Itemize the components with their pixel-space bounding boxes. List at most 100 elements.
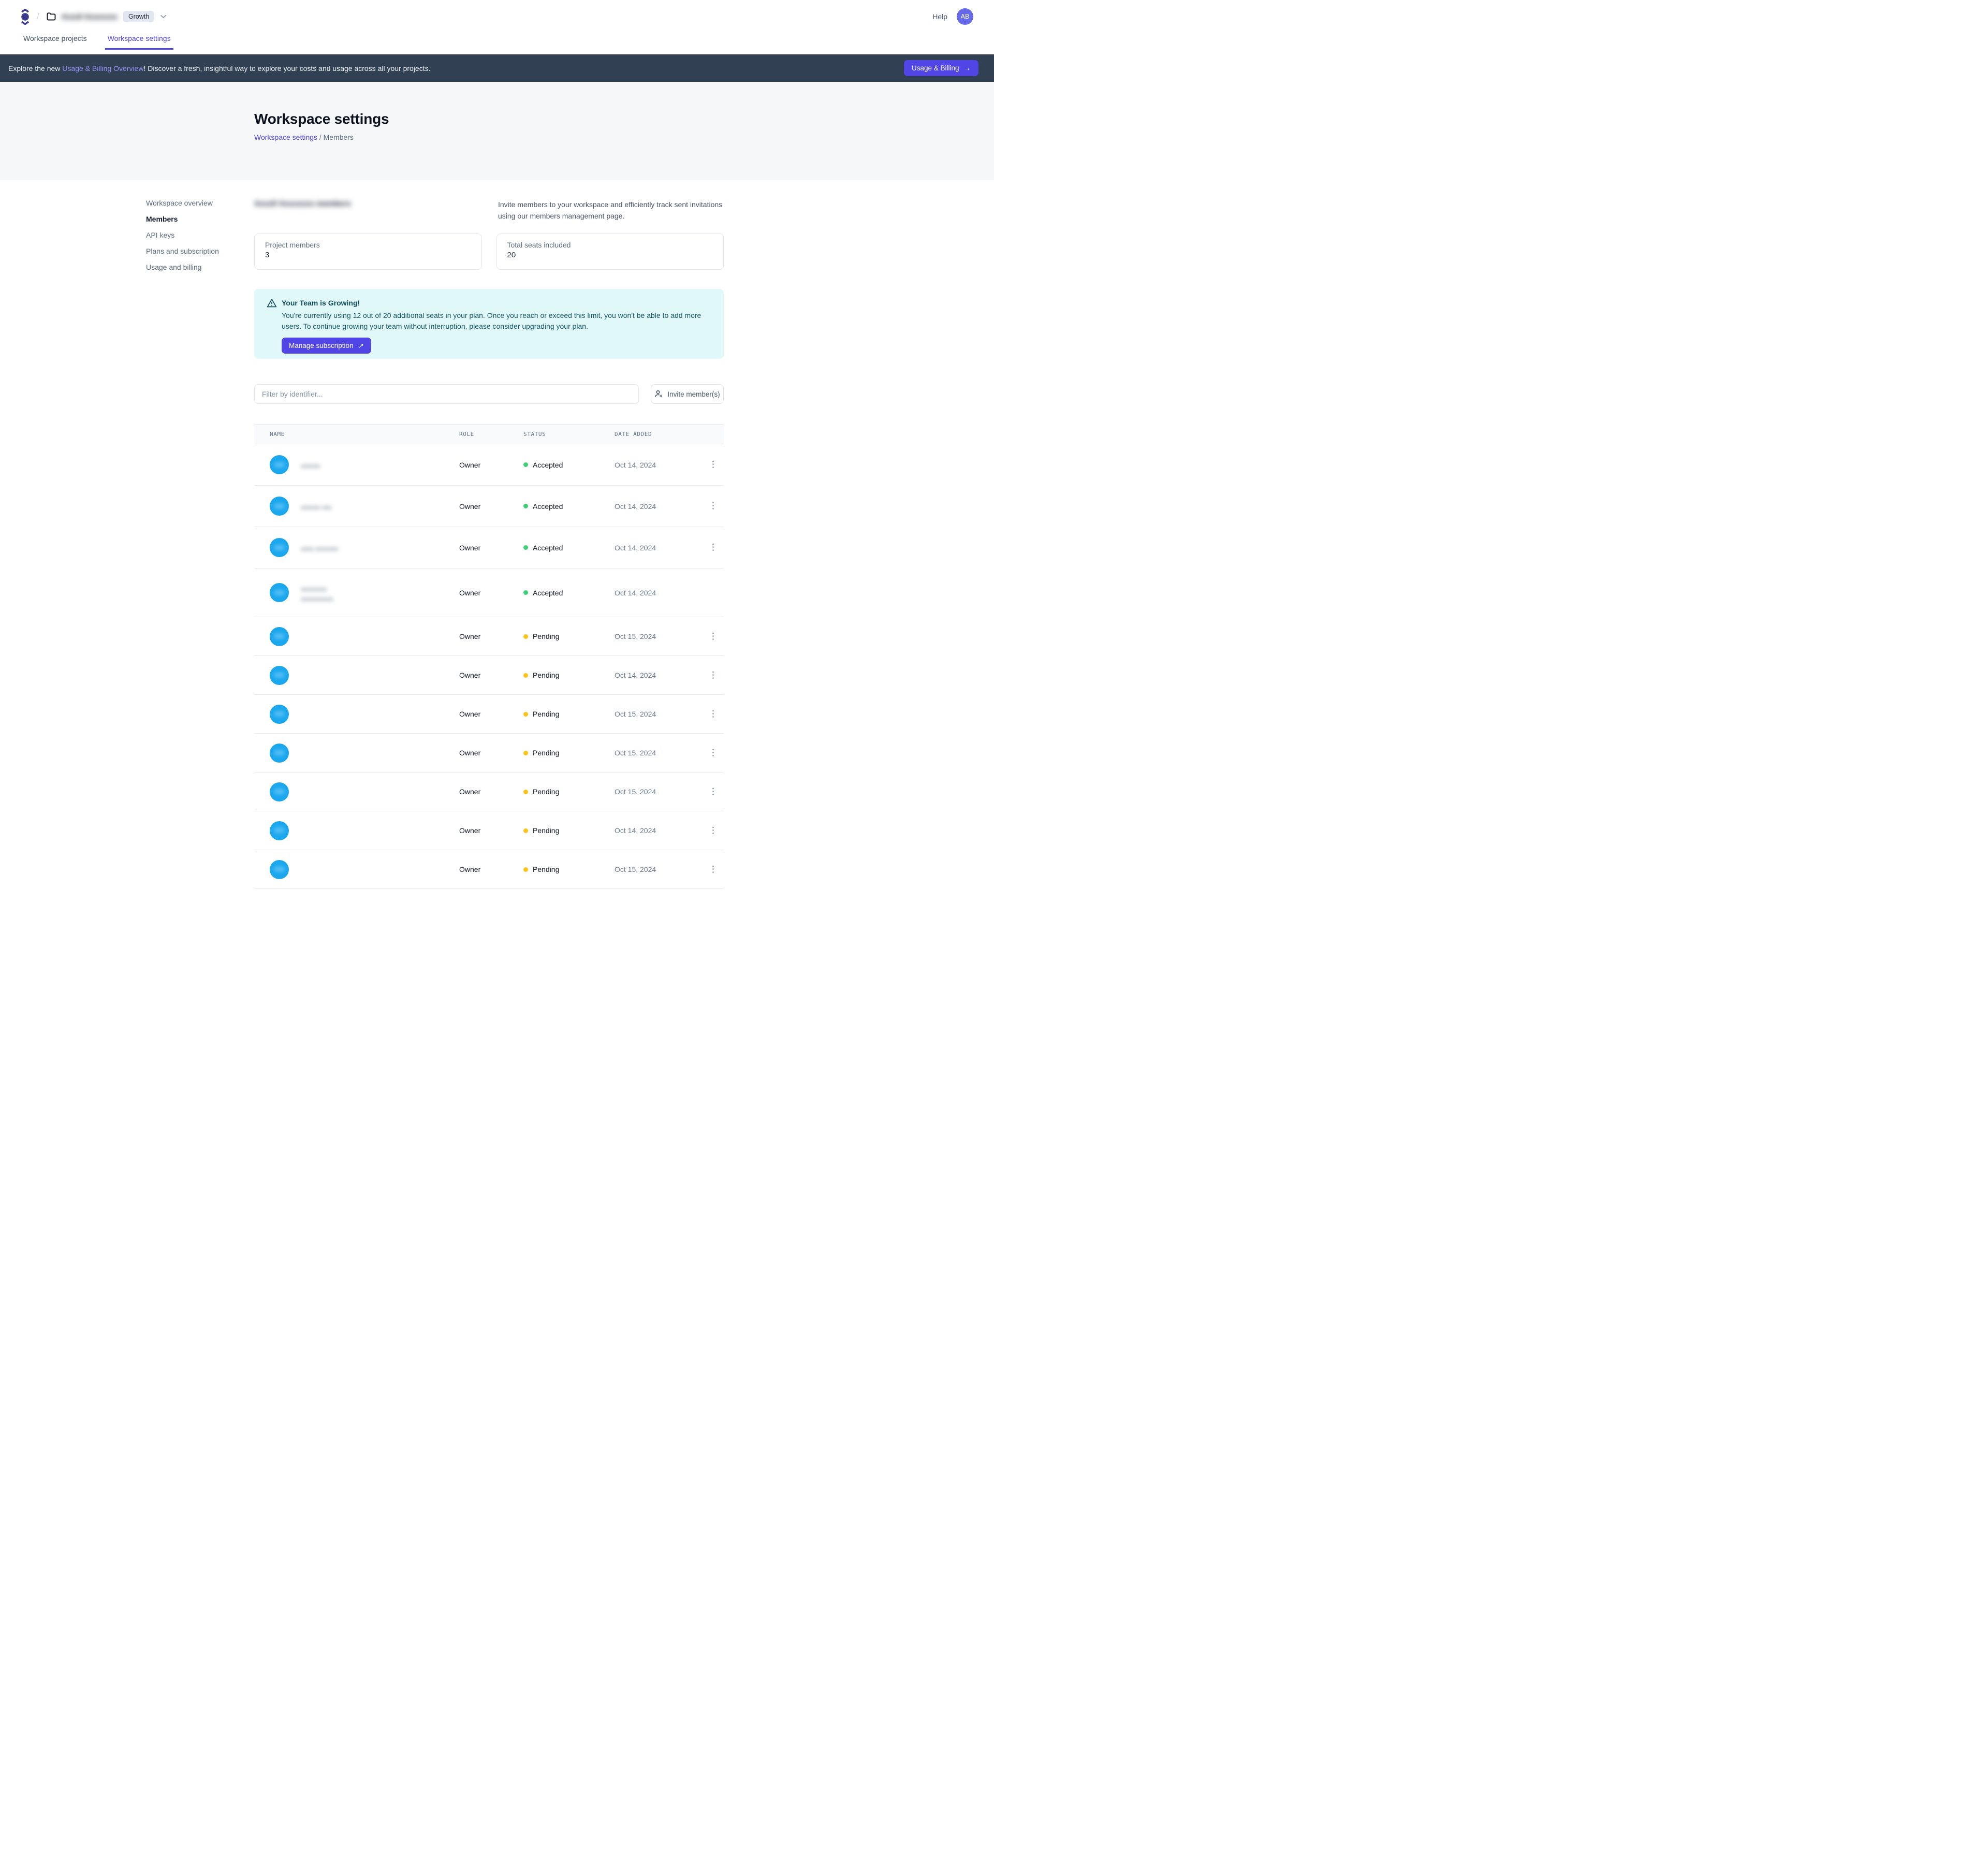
member-status: Accepted	[523, 544, 615, 552]
table-row: OO Owner Pending Oct 15, 2024 ⋮	[254, 734, 724, 772]
member-date-added: Oct 14, 2024	[615, 588, 656, 597]
alert-body: You're currently using 12 out of 20 addi…	[282, 311, 701, 330]
member-role: Owner	[459, 588, 481, 597]
col-header-name: NAME	[270, 431, 285, 438]
breadcrumb-workspace-settings-link[interactable]: Workspace settings	[254, 133, 317, 141]
row-actions-menu-button[interactable]: ⋮	[706, 747, 721, 760]
sidebar-item-members[interactable]: Members	[146, 215, 178, 223]
member-status: Accepted	[523, 461, 615, 469]
member-secondary-label: xxxxxxxx	[301, 585, 327, 593]
breadcrumb: Workspace settings / Members	[254, 133, 354, 141]
member-date-added: Oct 14, 2024	[615, 460, 656, 469]
invite-members-button[interactable]: Invite member(s)	[651, 384, 724, 404]
table-row: OO Owner Pending Oct 15, 2024 ⋮	[254, 772, 724, 811]
manage-subscription-button[interactable]: Manage subscription ↗	[282, 338, 371, 354]
sidebar-item-plans-subscription[interactable]: Plans and subscription	[146, 247, 219, 255]
content: Workspace overview Members API keys Plan…	[0, 180, 994, 889]
member-status: Pending	[523, 710, 615, 718]
member-name-cell: OO xxxx xxxxxxx	[270, 538, 459, 557]
member-status: Pending	[523, 671, 615, 679]
plan-badge: Growth	[123, 11, 155, 22]
warning-icon	[267, 298, 277, 331]
member-status: Pending	[523, 826, 615, 835]
member-avatar: OO	[270, 583, 289, 602]
member-date-added: Oct 15, 2024	[615, 865, 656, 873]
user-avatar[interactable]: AB	[957, 8, 973, 25]
page-header: Workspace settings Workspace settings / …	[0, 82, 994, 180]
row-actions-menu-button[interactable]: ⋮	[706, 785, 721, 798]
row-actions-menu-button[interactable]: ⋮	[706, 708, 721, 721]
table-row: OO xxxx xxxxxxx Owner Accepted Oct 14, 2…	[254, 527, 724, 568]
project-members-card: Project members 3	[254, 234, 482, 270]
help-link[interactable]: Help	[932, 12, 947, 21]
members-table: NAME ROLE STATUS DATE ADDED OO xxxxxx Ow…	[254, 424, 724, 889]
member-status: Accepted	[523, 589, 615, 597]
status-dot-icon	[523, 789, 528, 794]
member-date-added: Oct 15, 2024	[615, 788, 656, 796]
member-role: Owner	[459, 671, 481, 679]
status-dot-icon	[523, 634, 528, 639]
breadcrumb-separator: /	[37, 11, 39, 21]
workspace-switcher[interactable]: Xxxxll Xxxxxxxs Growth	[47, 11, 167, 22]
member-role: Owner	[459, 865, 481, 873]
row-actions-menu-button[interactable]: ⋮	[706, 824, 721, 837]
card-label: Project members	[265, 241, 320, 249]
banner-text: Explore the new Usage & Billing Overview…	[8, 64, 431, 72]
member-status: Pending	[523, 788, 615, 796]
member-role: Owner	[459, 632, 481, 640]
member-date-added: Oct 14, 2024	[615, 671, 656, 679]
member-name-cell: OO xxxxxx xxx	[270, 497, 459, 516]
card-value: 3	[265, 251, 270, 259]
team-growing-alert: Your Team is Growing! You're currently u…	[254, 289, 724, 359]
tab-workspace-projects[interactable]: Workspace projects	[23, 34, 87, 42]
row-actions-menu-button[interactable]: ⋮	[706, 630, 721, 643]
status-dot-icon	[523, 462, 528, 467]
sidebar-item-api-keys[interactable]: API keys	[146, 231, 175, 239]
row-actions-menu-button[interactable]: ⋮	[706, 458, 721, 471]
app-logo-icon[interactable]	[21, 8, 30, 25]
member-status: Pending	[523, 865, 615, 873]
row-actions-menu-button[interactable]: ⋮	[706, 669, 721, 682]
member-date-added: Oct 14, 2024	[615, 826, 656, 835]
row-actions-menu-button[interactable]: ⋮	[706, 541, 721, 554]
folder-icon	[47, 12, 56, 21]
member-status: Pending	[523, 632, 615, 640]
alert-title: Your Team is Growing!	[282, 299, 360, 307]
col-header-status: STATUS	[523, 431, 546, 438]
member-date-added: Oct 15, 2024	[615, 632, 656, 640]
external-link-icon: ↗	[358, 341, 364, 349]
arrow-right-icon: →	[963, 64, 971, 72]
member-name-cell: OO	[270, 859, 459, 879]
sidebar-item-usage-billing[interactable]: Usage and billing	[146, 263, 202, 271]
total-seats-card: Total seats included 20	[496, 234, 724, 270]
table-row: OO Owner Pending Oct 15, 2024 ⋮	[254, 617, 724, 656]
members-section-title: Xxxxll Xxxxxxxs members	[254, 199, 351, 208]
member-date-added: Oct 15, 2024	[615, 749, 656, 757]
status-dot-icon	[523, 590, 528, 595]
row-actions-menu-button[interactable]: ⋮	[706, 500, 721, 513]
table-row: OO xxxxxx Owner Accepted Oct 14, 2024 ⋮	[254, 444, 724, 486]
member-avatar: OO	[270, 704, 289, 724]
member-avatar: OO	[270, 859, 289, 879]
table-row: OO xxxxxxxx xxxxxxxxxx Owner Accepted Oct…	[254, 568, 724, 617]
primary-tabs: Workspace projects Workspace settings	[0, 33, 994, 54]
usage-billing-button[interactable]: Usage & Billing →	[903, 60, 978, 76]
members-panel: Xxxxll Xxxxxxxs members Invite members t…	[254, 199, 724, 889]
status-dot-icon	[523, 711, 528, 717]
table-row: OO Owner Pending Oct 14, 2024 ⋮	[254, 811, 724, 850]
table-row: OO Owner Pending Oct 15, 2024 ⋮	[254, 850, 724, 889]
member-date-added: Oct 15, 2024	[615, 710, 656, 718]
topbar: / Xxxxll Xxxxxxxs Growth Help AB	[0, 0, 994, 33]
members-toolbar: Invite member(s)	[254, 384, 724, 404]
status-dot-icon	[523, 867, 528, 872]
breadcrumb-current: Members	[323, 133, 354, 141]
sidebar-item-workspace-overview[interactable]: Workspace overview	[146, 199, 213, 207]
member-secondary-label: xxxxxx	[301, 462, 320, 470]
usage-billing-overview-link[interactable]: Usage & Billing Overview	[62, 64, 144, 72]
tab-workspace-settings[interactable]: Workspace settings	[105, 33, 173, 50]
row-actions-menu-button[interactable]: ⋮	[706, 863, 721, 876]
member-role: Owner	[459, 749, 481, 757]
filter-input[interactable]	[254, 384, 639, 404]
table-row: OO Owner Pending Oct 15, 2024 ⋮	[254, 695, 724, 734]
member-role: Owner	[459, 788, 481, 796]
